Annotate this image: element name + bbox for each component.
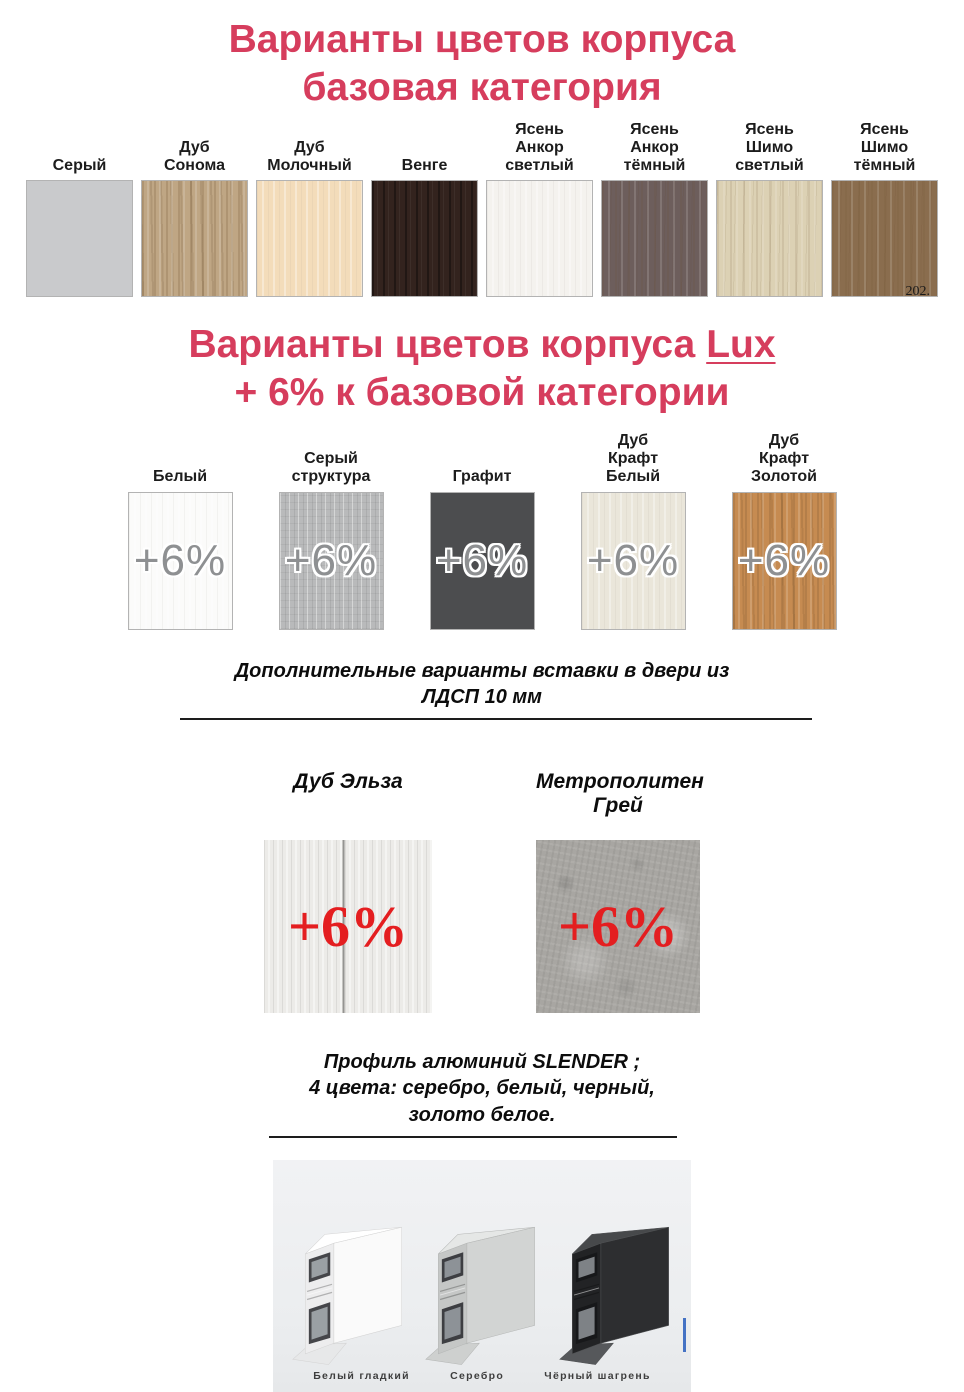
plus6-badge: +6%: [435, 535, 529, 585]
swatch-label: Ясень Шимо светлый: [735, 121, 804, 175]
page-title-basic: Варианты цветов корпуса базовая категори…: [0, 16, 964, 111]
plus6-badge: +6%: [133, 535, 227, 585]
swatch-cell: Дуб Крафт Белый +6%: [580, 431, 686, 630]
color-swatch: [486, 180, 593, 298]
color-swatch: +6%: [278, 491, 384, 630]
swatch-cell: Ясень Шимо тёмный: [831, 121, 938, 298]
heading-line: Профиль алюминий SLENDER ;: [323, 1050, 641, 1073]
color-swatch: [141, 180, 248, 298]
aluminum-profile-icon: [425, 1226, 535, 1365]
swatch-cell: Белый +6%: [127, 431, 233, 630]
aluminum-profile-icon: [291, 1226, 402, 1365]
plus6-red-badge: +6%: [287, 893, 409, 959]
divider-line: [269, 1135, 677, 1138]
profile-figure-black: [558, 1206, 674, 1368]
profile-figure-white: [291, 1206, 407, 1368]
heading-line: ЛДСП 10 мм: [422, 686, 542, 709]
title-line: Варианты цветов корпуса Lux: [0, 321, 964, 369]
swatch-label: Дуб Молочный: [267, 139, 352, 175]
profile-heading: Профиль алюминий SLENDER ; 4 цвета: сере…: [0, 1049, 964, 1129]
color-swatch: [26, 180, 133, 298]
swatch-cell: Серый: [26, 125, 133, 298]
insert-label: Метрополитен Грей: [536, 769, 704, 817]
profile-figures-row: [273, 1206, 691, 1368]
swatch-label: Венге: [401, 157, 448, 175]
insert-swatch: +6%: [536, 839, 700, 1013]
divider-line: [180, 717, 812, 720]
color-swatch: [256, 180, 363, 298]
lux-underlined-word: Lux: [706, 323, 776, 367]
color-swatch: +6%: [731, 491, 837, 630]
title-line: базовая категория: [302, 65, 662, 109]
heading-line: золото белое.: [408, 1103, 556, 1126]
title-line: + 6% к базовой категории: [234, 370, 730, 414]
color-swatch: +6%: [580, 491, 686, 630]
swatch-label: Белый: [152, 468, 208, 486]
plus6-badge: +6%: [737, 535, 831, 585]
aluminum-profile-icon: [558, 1226, 669, 1365]
basic-swatch-row: Серый Дуб Сонома Дуб Молочный Венге Ясен…: [0, 121, 964, 298]
color-swatch: [371, 180, 478, 298]
swatch-label: Серый структура: [291, 450, 371, 486]
inserts-heading: Дополнительные варианты вставки в двери …: [0, 658, 964, 711]
swatch-label: Серый: [52, 157, 107, 175]
color-swatch: [831, 180, 938, 298]
swatch-cell: Графит +6%: [429, 431, 535, 630]
swatch-label: Ясень Шимо тёмный: [853, 121, 916, 175]
swatch-label: Ясень Анкор тёмный: [623, 121, 686, 175]
insert-label: Дуб Эльза: [293, 769, 403, 793]
insert-swatch-row: +6% +6%: [0, 839, 964, 1013]
color-swatch: +6%: [127, 491, 233, 630]
swatch-cell: Дуб Молочный: [256, 125, 363, 298]
plus6-badge: +6%: [284, 535, 378, 585]
swatch-cell: Ясень Анкор светлый: [486, 121, 593, 298]
profile-labels-row: Белый гладкий Серебро Чёрный шагрень: [273, 1368, 691, 1392]
swatch-cell: Дуб Крафт Золотой +6%: [731, 431, 837, 630]
title-text: Варианты цветов корпуса: [188, 323, 696, 367]
swatch-cell: Дуб Сонома: [141, 125, 248, 298]
color-swatch: [716, 180, 823, 298]
insert-swatch: +6%: [264, 839, 432, 1013]
plus6-badge: +6%: [586, 535, 680, 585]
heading-line: Дополнительные варианты вставки в двери …: [234, 659, 730, 682]
swatch-label: Графит: [452, 468, 512, 486]
swatch-label: Ясень Анкор светлый: [505, 121, 574, 175]
color-swatch: [601, 180, 708, 298]
swatch-label: Дуб Крафт Золотой: [751, 432, 817, 486]
profile-label: Белый гладкий: [313, 1369, 410, 1382]
color-swatch: +6%: [429, 491, 535, 630]
swatch-label: Дуб Крафт Белый: [605, 432, 661, 486]
text-cursor: [683, 1318, 686, 1352]
title-line: Варианты цветов корпуса: [228, 18, 736, 61]
heading-line: 4 цвета: серебро, белый, черный,: [309, 1077, 655, 1100]
profile-label: Чёрный шагрень: [544, 1369, 651, 1382]
profile-figure-silver: [424, 1206, 540, 1368]
swatch-cell: Ясень Шимо светлый: [716, 121, 823, 298]
insert-labels-row: Дуб Эльза Метрополитен Грей: [0, 770, 964, 818]
profile-label: Серебро: [450, 1369, 505, 1382]
profile-photo: Белый гладкий Серебро Чёрный шагрень: [273, 1159, 691, 1392]
page-title-lux: Варианты цветов корпуса Lux + 6% к базово…: [0, 321, 964, 416]
plus6-red-badge: +6%: [557, 893, 679, 959]
swatch-cell: Венге: [371, 125, 478, 298]
swatch-label: Дуб Сонома: [163, 139, 226, 175]
corner-note: 202.: [905, 284, 931, 299]
lux-swatch-row: Белый +6% Серый структура +6% Графит +6%…: [0, 431, 964, 630]
swatch-cell: Серый структура +6%: [278, 431, 384, 630]
swatch-cell: Ясень Анкор тёмный: [601, 121, 708, 298]
